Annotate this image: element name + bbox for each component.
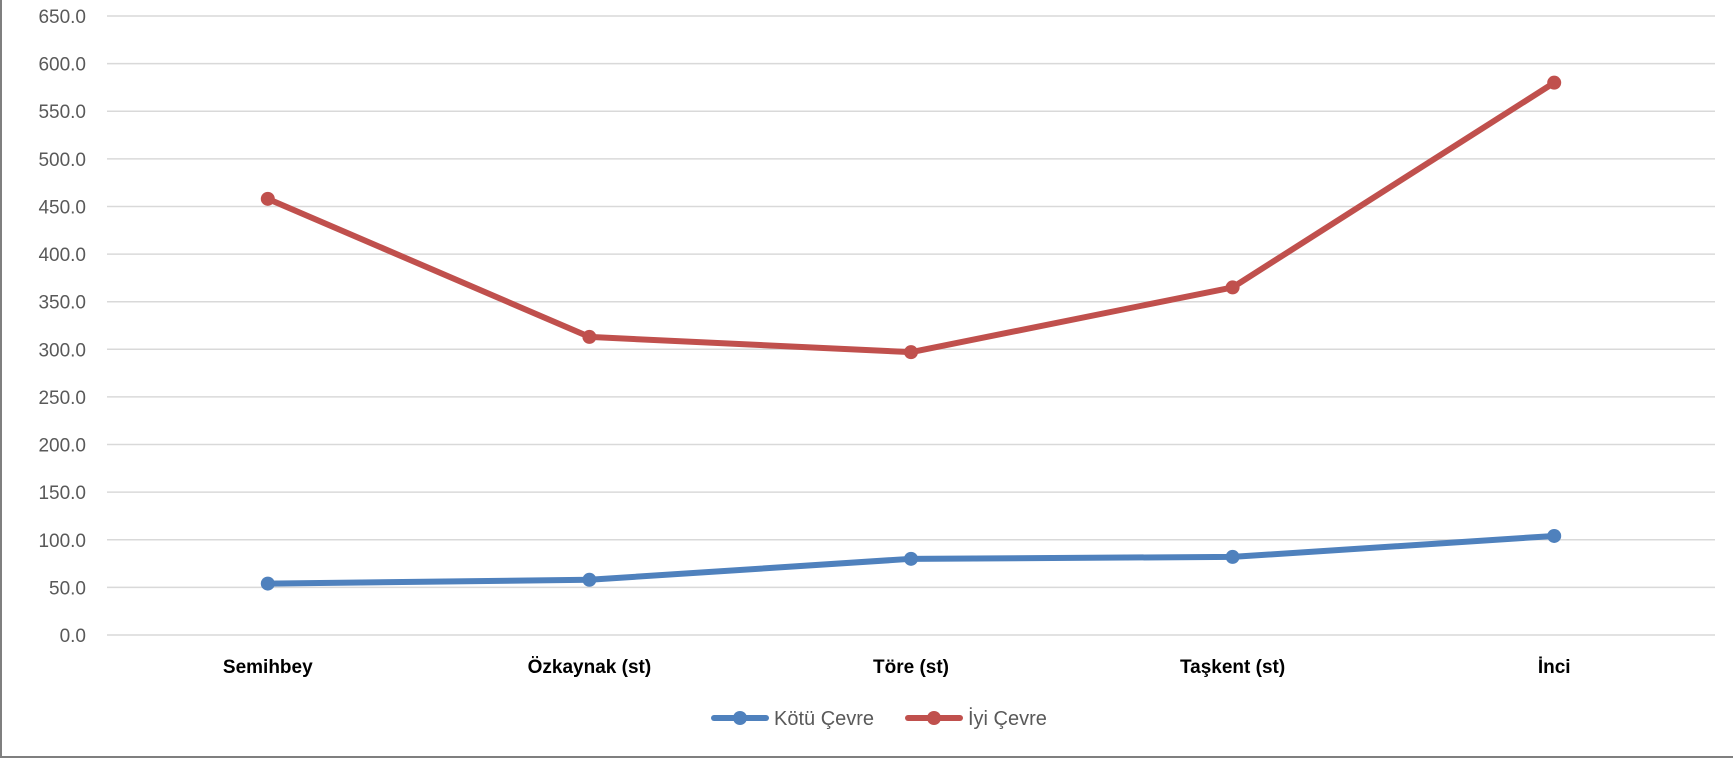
y-tick-label: 0.0 [60,626,86,647]
legend-label: Kötü Çevre [774,708,874,730]
series-1 [260,75,1562,360]
data-point [260,576,275,591]
y-tick-label: 250.0 [38,388,86,409]
y-tick-label: 450.0 [38,197,86,218]
y-axis-tick-labels: 0.0 50.0 100.0 150.0 200.0 250.0 300.0 350.0 400… [38,7,86,647]
x-category-label: İnci [1538,657,1571,678]
x-axis-category-labels: Semihbey Özkaynak (st) Töre (st) Taşkent (s… [223,657,1571,678]
data-point [904,551,918,566]
y-tick-label: 650.0 [38,7,86,28]
data-point [904,345,918,360]
x-category-label: Özkaynak (st) [528,657,652,678]
x-category-label: Töre (st) [873,657,949,678]
data-point [582,329,597,344]
y-tick-label: 600.0 [38,55,86,76]
legend-marker [927,711,941,725]
y-tick-label: 550.0 [38,102,86,123]
data-point [1547,75,1562,90]
y-tick-label: 100.0 [38,531,86,552]
legend: Kötü Çevre İyi Çevre [711,707,1047,730]
legend-item-0: Kötü Çevre [711,708,874,730]
series-line [264,79,1558,356]
y-tick-label: 150.0 [38,483,86,504]
y-tick-label: 400.0 [38,245,86,266]
series-0 [260,528,1562,591]
grid-lines [107,15,1715,636]
y-tick-label: 500.0 [38,150,86,171]
y-tick-label: 50.0 [49,578,86,599]
data-point [1225,280,1240,295]
legend-label: İyi Çevre [968,707,1047,730]
legend-item-1: İyi Çevre [905,707,1047,730]
data-point [1547,528,1562,543]
data-point [582,572,597,587]
y-tick-label: 200.0 [38,436,86,457]
y-tick-label: 300.0 [38,340,86,361]
y-tick-label: 350.0 [38,293,86,314]
x-category-label: Semihbey [223,657,313,678]
data-point [1225,549,1240,564]
series-lines [260,75,1562,591]
x-category-label: Taşkent (st) [1180,657,1285,678]
data-point [260,191,275,206]
legend-marker [733,711,747,725]
